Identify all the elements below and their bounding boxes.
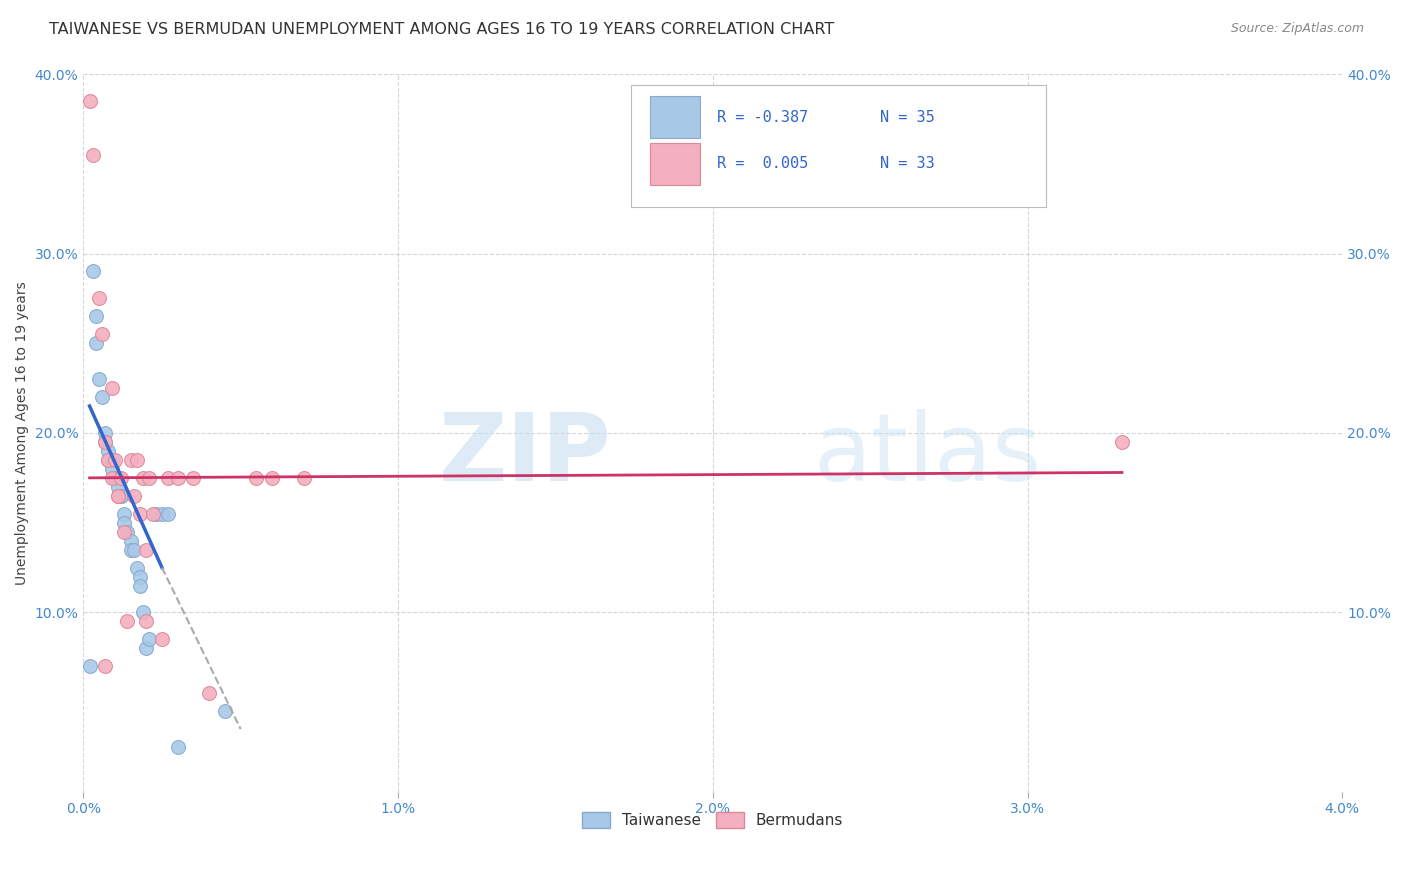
Text: N = 33: N = 33 xyxy=(880,156,935,171)
Point xyxy=(107,489,129,503)
Text: atlas: atlas xyxy=(814,409,1042,500)
FancyBboxPatch shape xyxy=(650,143,700,185)
Point xyxy=(91,390,114,404)
Point xyxy=(129,569,152,583)
FancyBboxPatch shape xyxy=(650,96,700,138)
Point xyxy=(1111,434,1133,449)
Point xyxy=(84,336,107,351)
Point xyxy=(104,471,127,485)
Point xyxy=(120,533,142,548)
Point xyxy=(166,740,188,755)
Point xyxy=(110,489,132,503)
Point xyxy=(79,659,101,673)
Point xyxy=(112,507,135,521)
Point xyxy=(135,615,157,629)
Point xyxy=(198,686,221,700)
Text: Source: ZipAtlas.com: Source: ZipAtlas.com xyxy=(1230,22,1364,36)
Point xyxy=(79,94,101,108)
Point xyxy=(110,471,132,485)
Point xyxy=(166,471,188,485)
Point xyxy=(125,453,148,467)
Point xyxy=(117,524,139,539)
Text: TAIWANESE VS BERMUDAN UNEMPLOYMENT AMONG AGES 16 TO 19 YEARS CORRELATION CHART: TAIWANESE VS BERMUDAN UNEMPLOYMENT AMONG… xyxy=(49,22,834,37)
Point xyxy=(91,327,114,342)
Point xyxy=(132,606,155,620)
Point xyxy=(94,425,117,440)
Point xyxy=(87,292,110,306)
Point xyxy=(135,641,157,656)
Text: R = -0.387: R = -0.387 xyxy=(717,110,808,125)
Point xyxy=(214,704,236,718)
Point xyxy=(135,542,157,557)
Point xyxy=(97,444,120,458)
Point xyxy=(145,507,167,521)
Point xyxy=(122,542,145,557)
Point xyxy=(84,310,107,324)
Point xyxy=(120,453,142,467)
Point xyxy=(82,264,104,278)
Point xyxy=(100,471,122,485)
Text: ZIP: ZIP xyxy=(439,409,612,500)
Point xyxy=(94,434,117,449)
Point xyxy=(100,453,122,467)
Point xyxy=(82,148,104,162)
Point xyxy=(104,453,127,467)
Point xyxy=(141,507,163,521)
Point xyxy=(100,381,122,395)
Point xyxy=(125,560,148,574)
Point xyxy=(87,372,110,386)
Point xyxy=(245,471,267,485)
Point xyxy=(129,578,152,592)
Point xyxy=(107,480,129,494)
Point xyxy=(104,471,127,485)
Point xyxy=(94,434,117,449)
Y-axis label: Unemployment Among Ages 16 to 19 years: Unemployment Among Ages 16 to 19 years xyxy=(15,281,30,585)
Point xyxy=(122,489,145,503)
Point xyxy=(112,516,135,530)
Point xyxy=(112,524,135,539)
Point xyxy=(129,507,152,521)
Point xyxy=(97,453,120,467)
Point xyxy=(120,542,142,557)
Legend: Taiwanese, Bermudans: Taiwanese, Bermudans xyxy=(576,806,849,835)
Point xyxy=(94,659,117,673)
Point xyxy=(132,471,155,485)
Point xyxy=(262,471,284,485)
Point xyxy=(150,507,173,521)
Text: N = 35: N = 35 xyxy=(880,110,935,125)
Text: R =  0.005: R = 0.005 xyxy=(717,156,808,171)
Point xyxy=(183,471,205,485)
Point xyxy=(292,471,315,485)
Point xyxy=(100,462,122,476)
Point xyxy=(117,615,139,629)
Point xyxy=(150,632,173,647)
Point xyxy=(157,507,180,521)
Point xyxy=(107,471,129,485)
Point xyxy=(110,489,132,503)
Point xyxy=(138,632,160,647)
Point xyxy=(157,471,180,485)
Point xyxy=(107,489,129,503)
FancyBboxPatch shape xyxy=(631,85,1046,207)
Point xyxy=(138,471,160,485)
Point xyxy=(97,453,120,467)
